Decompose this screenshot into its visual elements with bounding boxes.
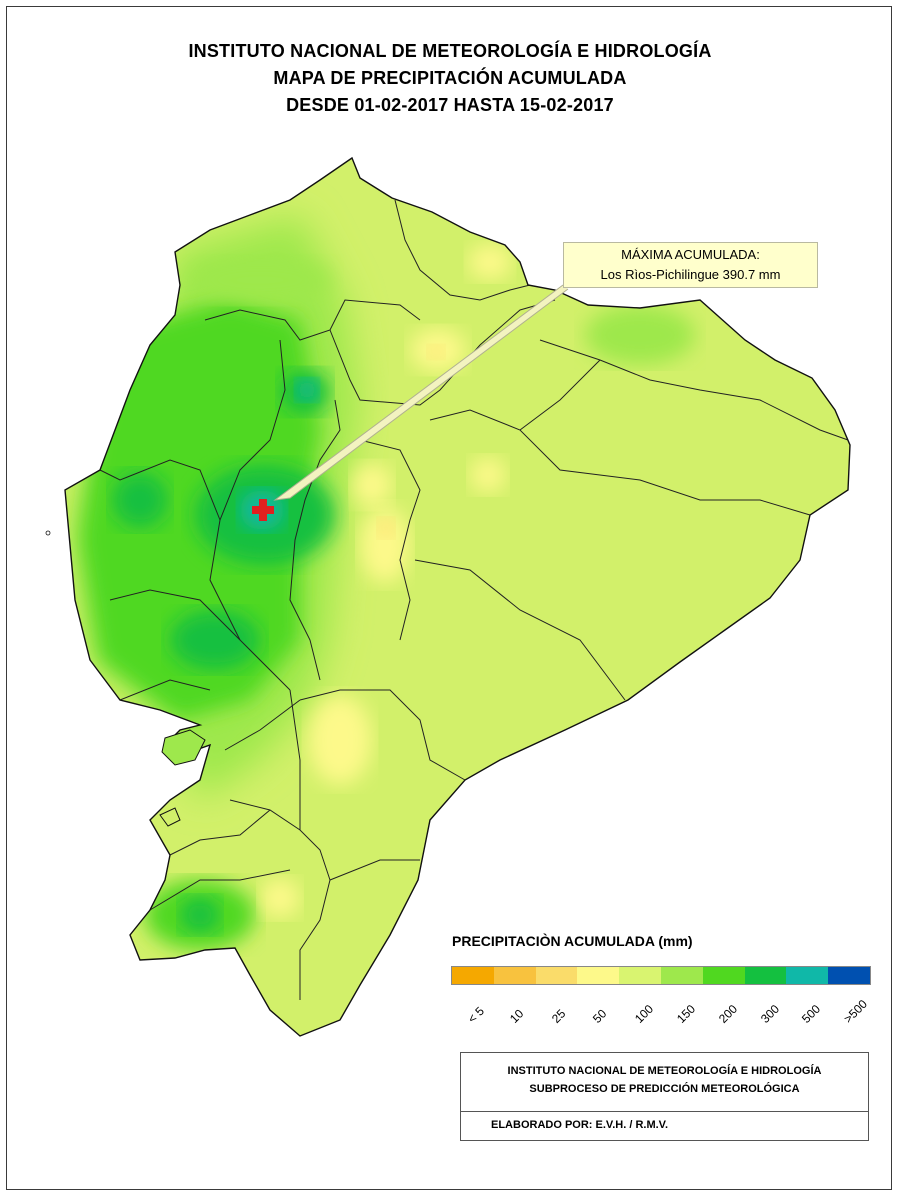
credits-author: ELABORADO POR: E.V.H. / R.M.V. bbox=[491, 1119, 669, 1131]
credits-subprocess: SUBPROCESO DE PREDICCIÓN METEOROLÓGICA bbox=[529, 1083, 800, 1095]
province-boundaries bbox=[99, 199, 849, 1000]
legend-swatch bbox=[577, 967, 620, 984]
legend-swatches bbox=[451, 966, 871, 985]
callout-leader-line bbox=[273, 284, 569, 501]
small-island bbox=[45, 530, 51, 536]
national-border bbox=[64, 156, 851, 1037]
legend-swatch bbox=[660, 967, 703, 984]
map-title-line1: INSTITUTO NACIONAL DE METEOROLOGÍA E HID… bbox=[188, 41, 712, 61]
map-title-line3: DESDE 01-02-2017 HASTA 15-02-2017 bbox=[286, 95, 614, 115]
callout-station: Los Rìos-Pichilingue 390.7 mm bbox=[600, 267, 781, 282]
legend-swatch bbox=[619, 967, 661, 984]
legend-swatch bbox=[452, 967, 494, 984]
max-accumulation-callout: MÁXIMA ACUMULADA: Los Rìos-Pichilingue 3… bbox=[563, 242, 818, 288]
credits-divider bbox=[461, 1111, 868, 1112]
legend-title: PRECIPITACIÒN ACUMULADA (mm) bbox=[452, 933, 693, 949]
legend-swatch bbox=[828, 967, 870, 984]
credits-box: INSTITUTO NACIONAL DE METEOROLOGÍA E HID… bbox=[460, 1052, 869, 1141]
map-frame bbox=[6, 6, 892, 1190]
legend-swatch bbox=[535, 967, 578, 984]
legend-swatch bbox=[702, 967, 745, 984]
legend-swatch bbox=[744, 967, 787, 984]
credits-institution: INSTITUTO NACIONAL DE METEOROLOGÍA E HID… bbox=[507, 1065, 822, 1077]
map-title-line2: MAPA DE PRECIPITACIÓN ACUMULADA bbox=[273, 68, 627, 88]
callout-label: MÁXIMA ACUMULADA: bbox=[621, 247, 760, 262]
legend-swatch bbox=[493, 967, 536, 984]
legend-swatch bbox=[786, 967, 829, 984]
jambeli-islands bbox=[159, 807, 181, 827]
puna-island bbox=[161, 729, 206, 766]
red-cross-icon bbox=[252, 499, 274, 521]
